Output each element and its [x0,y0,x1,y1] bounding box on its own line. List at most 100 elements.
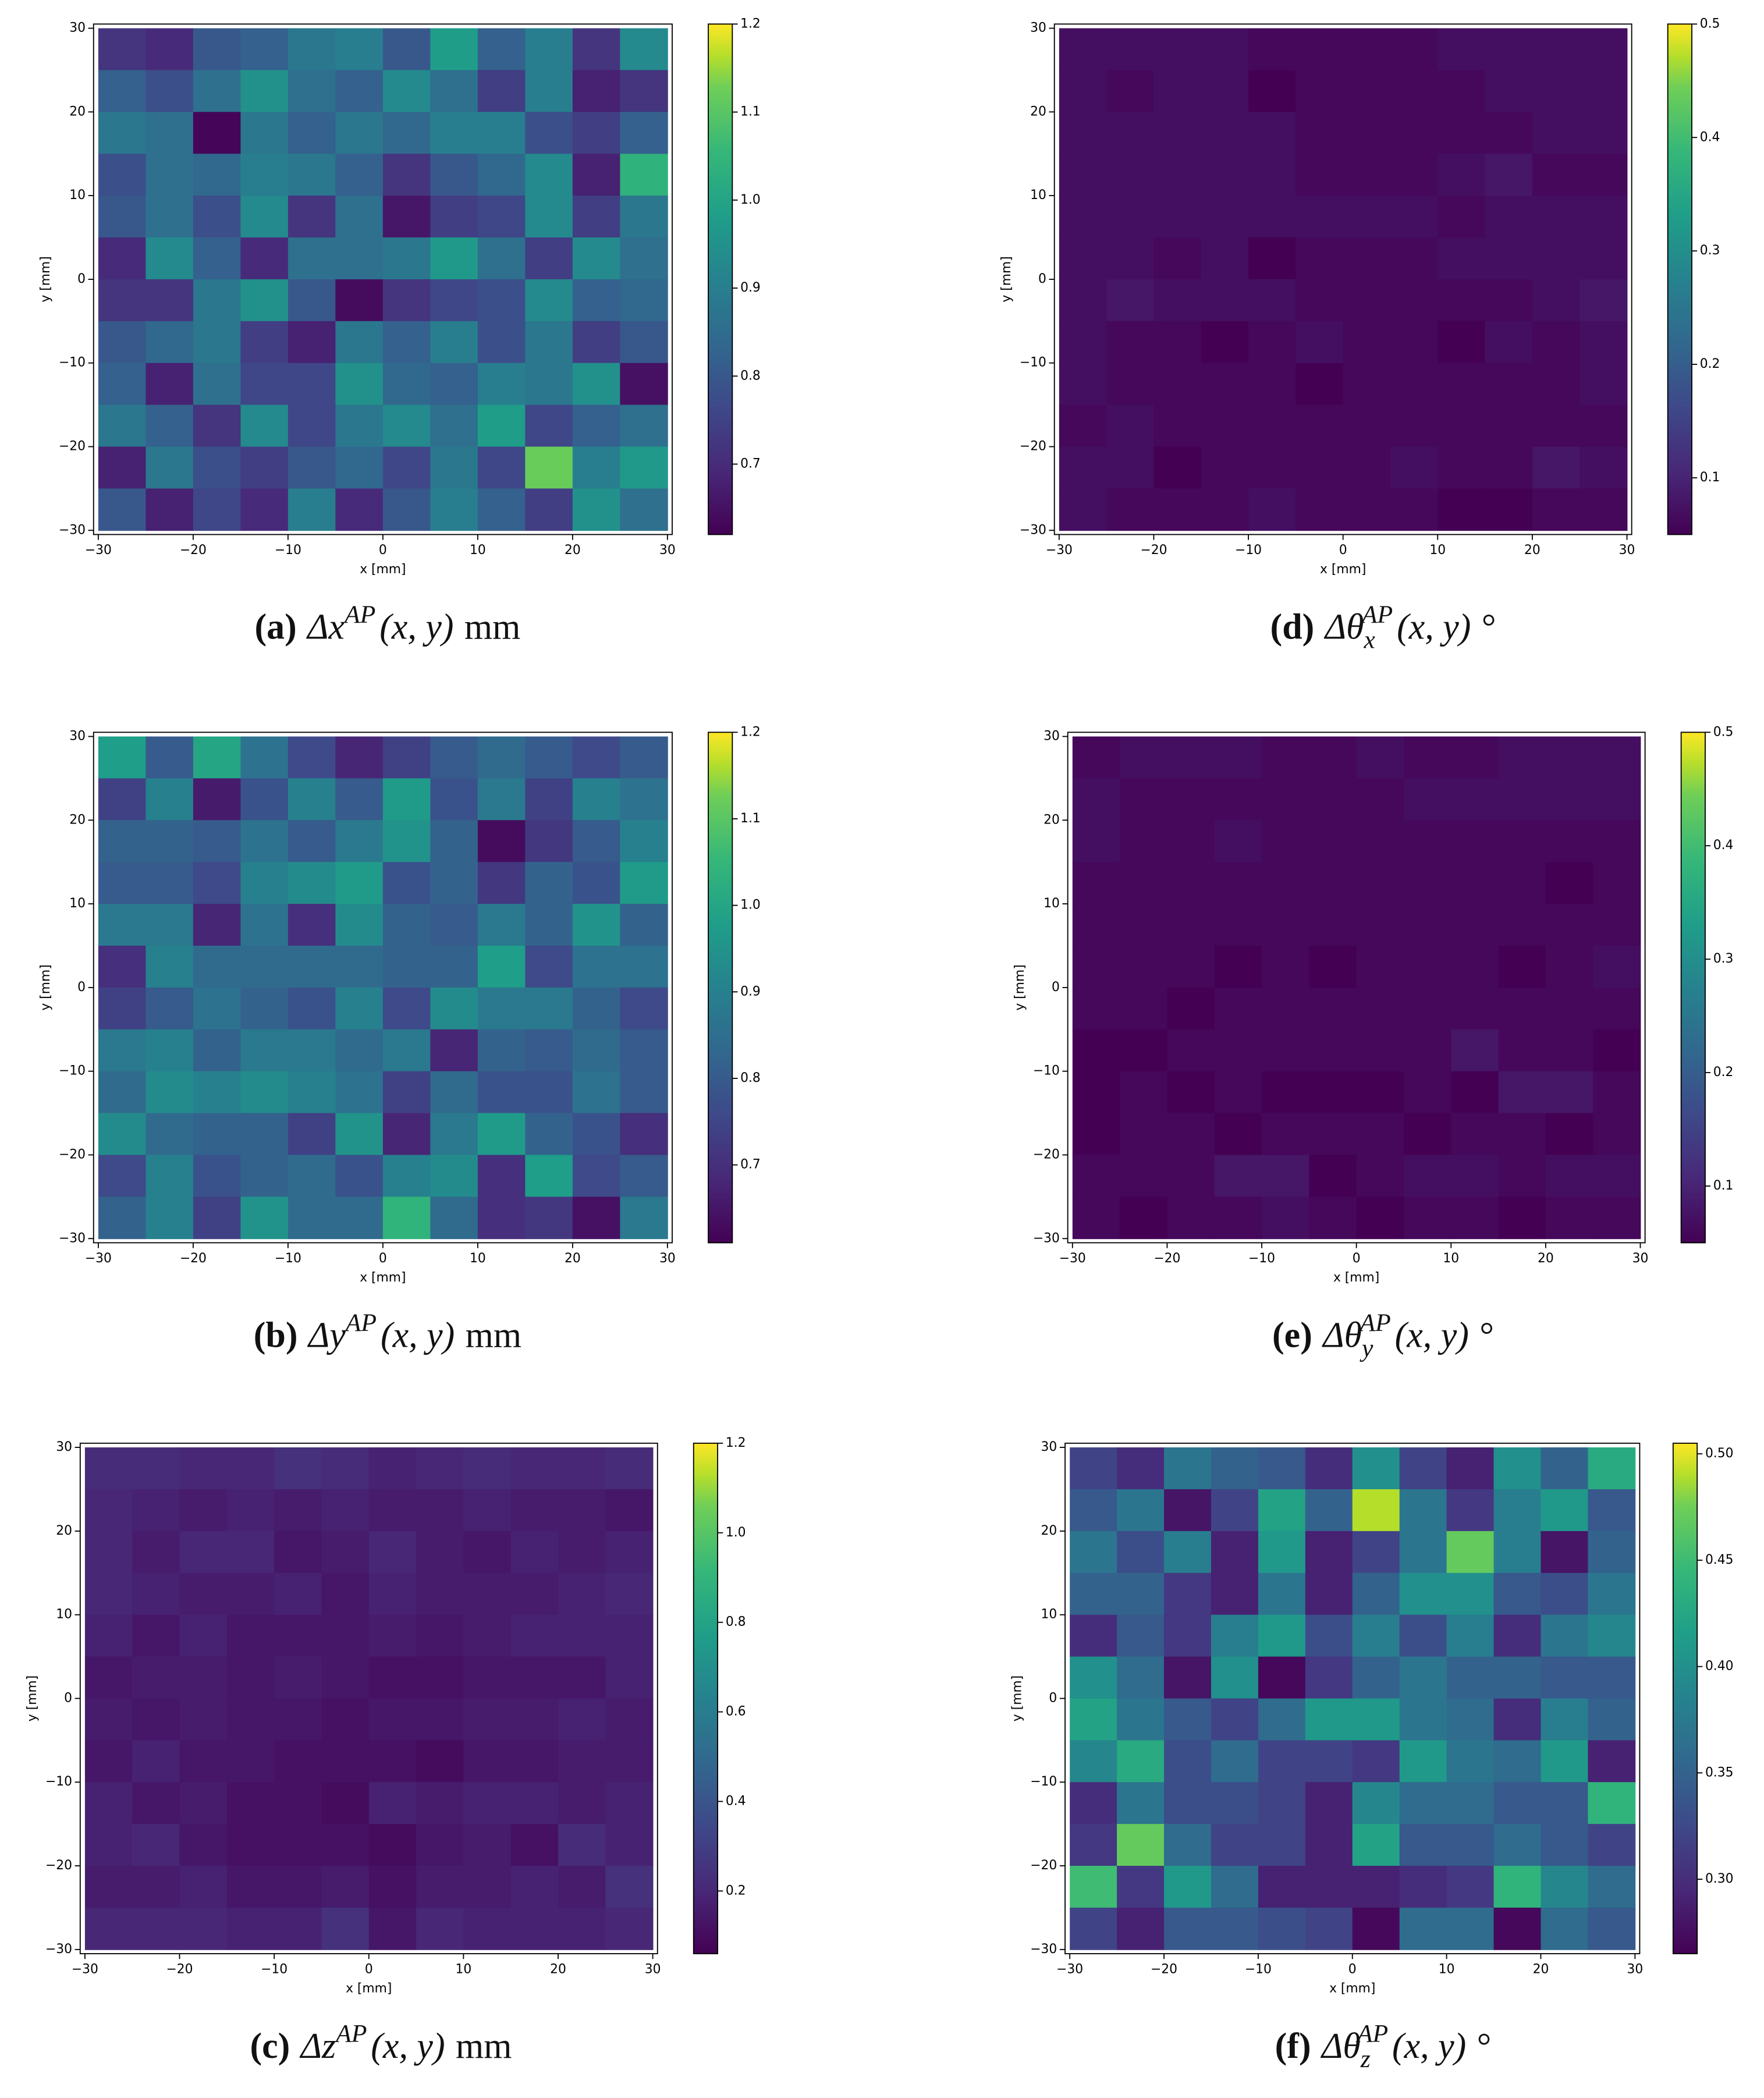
heat-cell [477,862,526,905]
caption-superscript: AP [343,601,375,629]
heat-cell [572,1155,621,1198]
heat-cell [1309,1029,1357,1072]
heat-cell [84,1614,133,1657]
heat-cell [1399,1447,1447,1490]
heat-cell [1106,446,1155,489]
heat-cell [145,112,194,155]
heat-cell [145,1155,194,1198]
heat-cell [145,736,194,779]
heat-cell [1072,1197,1121,1240]
heat-cell [1167,1113,1215,1156]
heat-cell [1072,1029,1121,1072]
heat-cell [1120,820,1168,863]
y-tick-label: 0 [77,980,86,995]
heat-cell [430,904,478,946]
heat-cell [1248,154,1297,197]
heat-cell [1493,1866,1542,1908]
heat-cell [98,154,147,197]
heat-cell [1593,736,1641,779]
heat-cell [1167,987,1215,1030]
heat-cell [1117,1866,1165,1908]
heat-cell [1262,1197,1310,1240]
heat-cell [1541,1824,1589,1866]
heat-cell [605,1572,654,1616]
heat-cell [193,1155,242,1198]
heat-cell [1106,321,1155,364]
heat-cell [368,1489,417,1532]
heat-cell [1356,945,1404,988]
heat-cell [1588,1447,1636,1490]
heat-cell [430,404,478,448]
heat-cell [620,488,668,531]
caption-label: (d) [1270,608,1315,647]
heat-cell [145,279,194,322]
heat-cell [98,987,147,1030]
heat-cell [1498,736,1546,779]
heat-cell [525,736,573,779]
heat-cell [620,237,668,280]
heat-cell [1352,1782,1400,1825]
y-tick-label: 20 [56,1524,72,1538]
heat-cell [1438,321,1486,364]
heat-cell [1059,112,1108,155]
heat-cell [193,904,242,946]
heat-cell [463,1740,512,1783]
heat-cell [1451,945,1499,988]
heat-cell [193,28,242,71]
heat-cell [382,987,431,1030]
heat-cell [1248,488,1297,531]
heat-cell [274,1656,322,1699]
heat-cell [1545,945,1594,988]
heat-cell [382,736,431,779]
heat-cell [1262,945,1310,988]
heat-cell [1120,987,1168,1030]
x-tick-label: 10 [1429,543,1446,558]
heat-cell [145,321,194,364]
caption-args: (x, y) [1395,1316,1469,1355]
heat-cell [1296,446,1344,489]
heat-cell [1532,279,1581,322]
heat-cell [558,1907,606,1950]
heat-cell [1211,1782,1259,1825]
heat-cell [145,154,194,197]
heat-cell [1446,1572,1495,1616]
heat-cell [1541,1740,1589,1783]
heat-cell [321,1866,370,1908]
heat-cell [477,154,526,197]
heat-cell [1343,237,1391,280]
heat-cell [1167,904,1215,946]
heat-cell [1211,1698,1259,1741]
heat-cell [1588,1698,1636,1741]
y-axis-label: y [mm] [25,1675,40,1721]
heat-cell [605,1614,654,1657]
heat-cell [179,1656,228,1699]
heat-cell [620,820,668,863]
heat-cell [240,112,289,155]
caption-symbol: Δθ [1323,608,1364,647]
heat-cell [1059,237,1108,280]
heat-cell [1248,279,1297,322]
heat-cell [1343,321,1391,364]
heat-cell [1211,1614,1259,1657]
heat-cell [335,70,384,113]
heat-cell [1214,1029,1262,1072]
heat-cell [368,1824,417,1866]
heat-cell [1390,279,1439,322]
colorbar-tick-label: 0.35 [1705,1765,1734,1780]
heat-cell [98,1071,147,1114]
heat-cell [477,237,526,280]
heat-cell [335,1071,384,1114]
heat-cell [1451,778,1499,821]
heat-cell [1390,70,1439,113]
heat-cell [382,112,431,155]
heat-cell [1248,446,1297,489]
heat-cell [430,820,478,863]
heat-cell [145,446,194,489]
heat-cell [1070,1656,1118,1699]
heat-cell [84,1531,133,1574]
heat-cell [1493,1656,1542,1699]
heat-cell [335,1197,384,1240]
heat-cell [1072,945,1121,988]
x-tick-label: −10 [1245,1962,1272,1977]
